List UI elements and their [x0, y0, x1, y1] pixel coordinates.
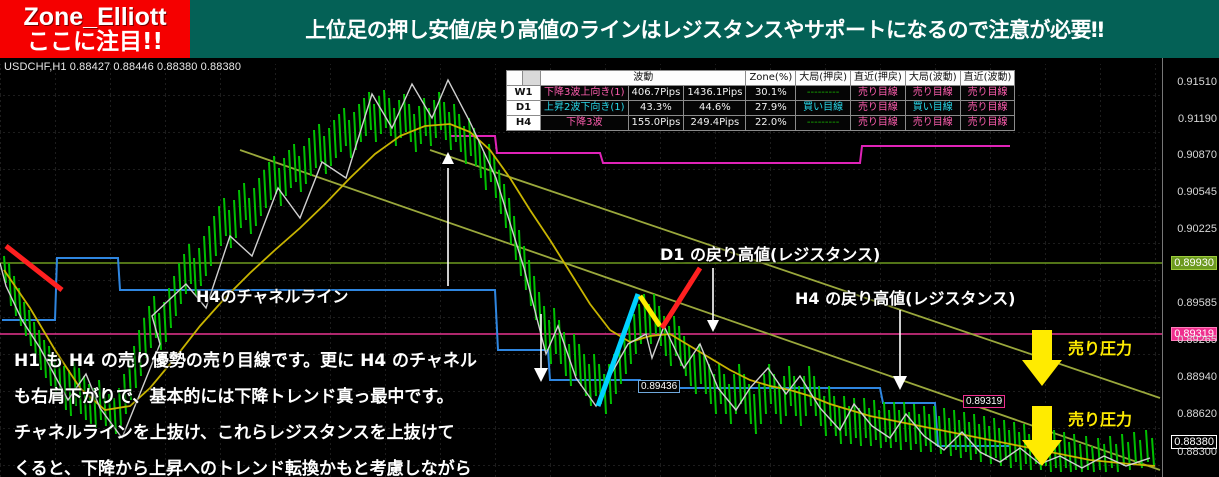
price-tick: 0.89319 [1171, 327, 1217, 341]
row-timeframe: W1 [506, 85, 541, 101]
annotation-sell-pressure-2: 売り圧力 [1068, 410, 1133, 429]
row-chokkin-oshimodoshi: 売り目線 [850, 100, 906, 116]
row-zone: 27.9% [745, 100, 797, 116]
annotation-sell-pressure-1: 売り圧力 [1068, 339, 1133, 358]
row-timeframe: D1 [506, 100, 541, 116]
header-zone: Zone(%) [745, 70, 797, 86]
price-tick: 0.89585 [1177, 297, 1217, 309]
logo-subtitle: ここに注目!! [27, 28, 163, 55]
price-tick: 0.90225 [1177, 223, 1217, 235]
header-taikyoku-hadou: 大局(波動) [904, 70, 961, 86]
price-tick: 0.89930 [1171, 256, 1217, 270]
header-chokkin-oshimodoshi: 直近(押戻) [850, 70, 906, 86]
price-tick: 0.91190 [1178, 113, 1217, 125]
price-scale[interactable]: 0.91510 0.91190 0.90870 0.90545 0.90225 0.899… [1162, 58, 1219, 477]
row-zone: 30.1% [745, 85, 797, 101]
price-tick: 0.90870 [1177, 149, 1217, 161]
price-tick: 0.88300 [1177, 446, 1217, 458]
paragraph-line-2: も右肩下がりで、基本的には下降トレンド真っ最中です。 [14, 387, 454, 407]
row-chokkin-hadou: 売り目線 [959, 115, 1016, 131]
row-chokkin-hadou: 売り目線 [959, 85, 1016, 101]
row-chokkin-oshimodoshi: 売り目線 [850, 115, 906, 131]
pink-resistance-price-flag: 0.89319 [963, 395, 1006, 408]
price-tick: 0.88620 [1177, 408, 1217, 420]
row-zone: 22.0% [745, 115, 797, 131]
row-value2: 249.4Pips [683, 115, 747, 131]
row-chokkin-oshimodoshi: 売り目線 [850, 85, 906, 101]
header-chokkin-hadou: 直近(波動) [959, 70, 1016, 86]
price-tick: 0.90545 [1177, 186, 1217, 198]
row-taikyoku-hadou: 売り目線 [904, 115, 961, 131]
header-hadou: 波動 [539, 70, 747, 86]
indicator-panel[interactable]: 波動 Zone(%) 大局(押戻) 直近(押戻) 大局(波動) 直近(波動) W… [506, 70, 1016, 131]
price-tick: 0.91510 [1177, 76, 1217, 88]
indicator-header-row: 波動 Zone(%) 大局(押戻) 直近(押戻) 大局(波動) 直近(波動) [506, 70, 1016, 86]
table-row[interactable]: D1 上昇2波下向き(1) 43.3% 44.6% 27.9% 買い目線 売り目… [506, 100, 1016, 116]
row-value1: 43.3% [627, 100, 685, 116]
price-tick: 0.88940 [1177, 371, 1217, 383]
row-chokkin-hadou: 売り目線 [959, 100, 1016, 116]
explanation-paragraph: H1 も H4 の売り優勢の売り目線です。更に H4 のチャネル も右肩下がりで… [14, 343, 894, 477]
corner-cell-b [522, 70, 541, 86]
header-taikyoku-oshimodoshi: 大局(押戻) [795, 70, 852, 86]
row-wave-label: 下降3波 [540, 115, 629, 131]
annotation-d1-retrace: D1 の戻り高値(レジスタンス) [660, 245, 881, 264]
row-taikyoku-oshimodoshi: 買い目線 [795, 100, 852, 116]
annotation-h4-retrace: H4 の戻り高値(レジスタンス) [795, 289, 1016, 308]
row-value2: 44.6% [683, 100, 747, 116]
blue-channel-price-flag: 0.89436 [638, 380, 681, 393]
price-tick: 0.88380 [1171, 435, 1217, 449]
banner-headline: 上位足の押し安値/戻り高値のラインはレジスタンスやサポートになるので注意が必要‼ [305, 18, 1104, 42]
table-row[interactable]: H4 下降3波 155.0Pips 249.4Pips 22.0% ------… [506, 115, 1016, 131]
table-row[interactable]: W1 下降3波上向き(1) 406.7Pips 1436.1Pips 30.1%… [506, 85, 1016, 101]
row-value1: 406.7Pips [627, 85, 685, 101]
row-taikyoku-oshimodoshi: --------- [795, 85, 852, 101]
chart-area[interactable]: USDCHF,H1 0.88427 0.88446 0.88380 0.8838… [0, 58, 1219, 477]
row-value1: 155.0Pips [627, 115, 685, 131]
paragraph-line-4: くると、下降から上昇へのトレンド転換かもと考慮しながら [14, 459, 472, 477]
row-wave-label: 上昇2波下向き(1) [540, 100, 629, 116]
row-taikyoku-hadou: 買い目線 [904, 100, 961, 116]
logo-title: Zone_Elliott [23, 2, 167, 31]
paragraph-line-1: H1 も H4 の売り優勢の売り目線です。更に H4 のチャネル [14, 351, 477, 371]
header-banner: Zone_Elliott ここに注目!! 上位足の押し安値/戻り高値のラインはレ… [0, 0, 1219, 58]
row-wave-label: 下降3波上向き(1) [540, 85, 629, 101]
symbol-quote-line: USDCHF,H1 0.88427 0.88446 0.88380 0.8838… [4, 61, 242, 73]
annotation-h4-channel: H4のチャネルライン [196, 287, 349, 306]
price-tick: 0.89265 [1177, 334, 1217, 346]
row-taikyoku-hadou: 売り目線 [904, 85, 961, 101]
row-taikyoku-oshimodoshi: --------- [795, 115, 852, 131]
zone-elliott-logo: Zone_Elliott ここに注目!! [0, 0, 190, 58]
row-value2: 1436.1Pips [683, 85, 747, 101]
row-timeframe: H4 [506, 115, 541, 131]
paragraph-line-3: チャネルラインを上抜け、これらレジスタンスを上抜けて [14, 423, 455, 443]
corner-cell-a [506, 70, 523, 86]
